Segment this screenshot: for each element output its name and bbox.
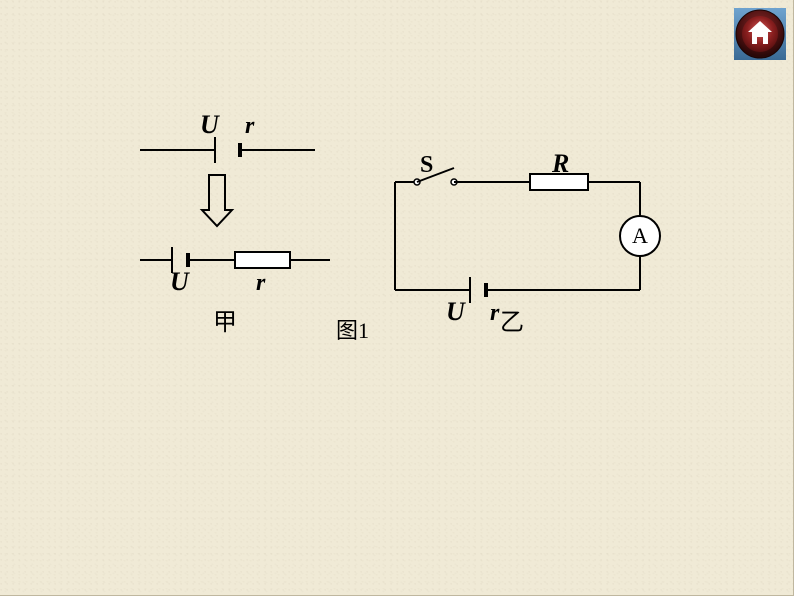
svg-text:乙: 乙	[500, 310, 524, 336]
svg-text:A: A	[632, 223, 648, 248]
home-icon	[734, 8, 786, 60]
circuit-diagram: UrUr甲图1ASRUr乙	[0, 0, 794, 596]
svg-text:R: R	[551, 149, 569, 178]
svg-text:r: r	[256, 270, 266, 296]
svg-text:r: r	[245, 113, 255, 139]
svg-text:图1: 图1	[336, 318, 369, 343]
svg-text:U: U	[170, 267, 190, 296]
svg-text:r: r	[490, 300, 500, 326]
svg-text:甲: 甲	[213, 310, 237, 336]
svg-text:U: U	[446, 297, 466, 326]
svg-text:U: U	[200, 110, 220, 139]
svg-text:S: S	[420, 152, 433, 178]
home-button[interactable]	[734, 8, 786, 60]
